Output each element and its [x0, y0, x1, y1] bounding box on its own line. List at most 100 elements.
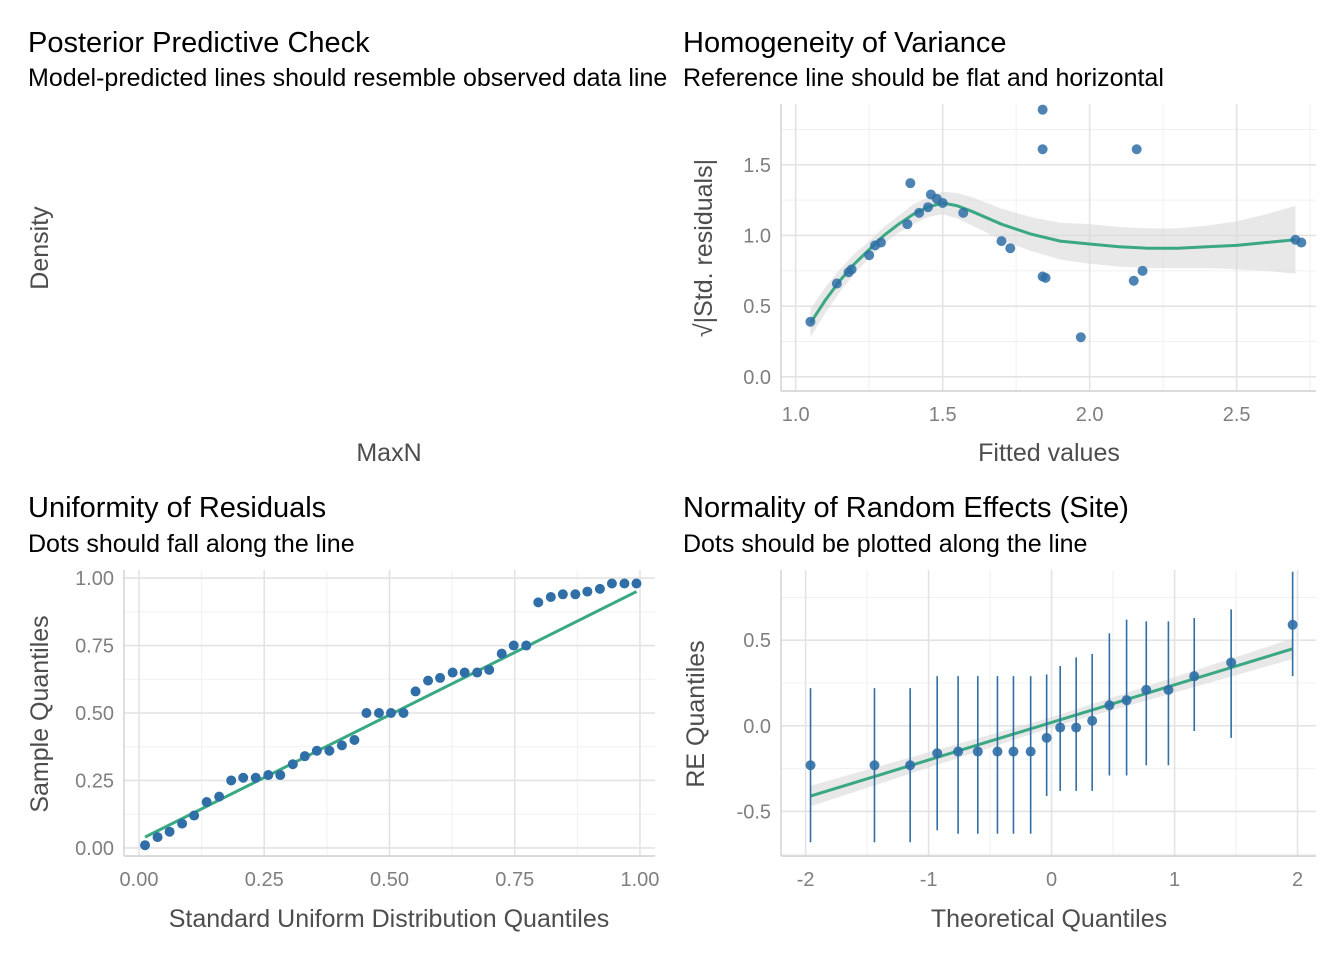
y-tick-label: 0.00: [75, 838, 114, 860]
data-point: [594, 583, 605, 594]
data-point: [472, 667, 483, 678]
data-point: [937, 197, 948, 208]
confidence-band: [810, 191, 1296, 338]
data-point: [373, 708, 384, 718]
data-point: [545, 591, 556, 602]
plot-area: 1.0 1.5 2.0 2.5 0.0 0.5 1.0 1.5: [743, 104, 1316, 426]
data-point: [1025, 746, 1036, 757]
data-point: [140, 840, 151, 851]
data-point: [361, 708, 372, 718]
y-tick-label: 0.5: [743, 296, 771, 318]
data-point: [1005, 243, 1016, 254]
data-point: [299, 751, 310, 762]
data-point: [1055, 722, 1066, 733]
data-point: [1128, 275, 1139, 286]
data-point: [805, 316, 816, 327]
data-point: [805, 760, 816, 771]
data-point: [1104, 700, 1115, 711]
panel-title: Normality of Random Effects (Site): [683, 492, 1129, 524]
y-tick-label: -0.5: [737, 801, 771, 823]
y-tick-label: 0.5: [743, 630, 771, 652]
data-point: [922, 202, 933, 213]
y-tick-label: 0.0: [743, 716, 771, 738]
plot-area: 0.00 0.25 0.50 0.75 1.00 0.00 0.25 0.50 0.75 1.00: [75, 568, 659, 891]
data-point: [914, 207, 925, 218]
data-point: [177, 818, 188, 829]
x-tick-label: 0.00: [120, 869, 159, 891]
data-point: [398, 708, 409, 718]
data-point: [521, 640, 532, 651]
data-point: [324, 745, 335, 756]
panel-subtitle: Model-predicted lines should resemble ob…: [28, 64, 667, 92]
x-tick-label: -1: [920, 869, 938, 891]
y-axis-title: Sample Quantiles: [26, 615, 54, 812]
data-point: [1189, 671, 1200, 682]
data-point: [496, 648, 507, 659]
data-point: [1163, 684, 1174, 695]
data-point: [533, 597, 544, 608]
y-tick-label: 0.50: [75, 703, 114, 725]
data-point: [189, 810, 200, 821]
data-point: [1226, 657, 1237, 668]
data-point: [508, 640, 519, 651]
data-point: [619, 578, 630, 589]
y-axis-title: RE Quantiles: [682, 640, 710, 787]
data-point: [336, 740, 347, 751]
y-tick-label: 1.0: [743, 225, 771, 247]
y-axis-title: √|Std. residuals|: [690, 159, 718, 337]
data-point: [287, 759, 298, 770]
data-point: [164, 826, 175, 837]
data-point: [226, 775, 237, 786]
panel-subtitle: Reference line should be flat and horizo…: [683, 64, 1164, 92]
y-tick-label: 0.25: [75, 770, 114, 792]
data-point: [459, 667, 470, 678]
data-point: [831, 278, 842, 289]
data-point: [972, 746, 983, 757]
data-point: [606, 578, 617, 589]
data-point: [410, 686, 421, 697]
data-point: [1121, 695, 1132, 706]
data-point: [275, 770, 286, 781]
data-point: [875, 237, 886, 248]
panel-title: Homogeneity of Variance: [683, 27, 1006, 59]
panel-posterior-predictive-check: Posterior Predictive Check Model-predict…: [26, 27, 667, 467]
data-point: [582, 586, 593, 597]
x-tick-label: 0.75: [495, 869, 534, 891]
data-point: [1075, 332, 1086, 343]
x-tick-label: 1.00: [621, 869, 660, 891]
data-point: [570, 589, 581, 600]
data-point: [953, 746, 964, 757]
y-axis-title: Density: [26, 206, 54, 290]
x-tick-label: 1: [1169, 869, 1180, 891]
x-tick-label: 1.0: [782, 404, 810, 426]
data-point: [932, 748, 943, 759]
x-tick-label: 0.50: [370, 869, 409, 891]
data-point: [263, 770, 274, 781]
x-tick-label: 2.0: [1076, 404, 1104, 426]
x-tick-label: -2: [797, 869, 815, 891]
data-point: [1008, 746, 1019, 757]
data-point: [1041, 732, 1052, 743]
data-point: [1141, 684, 1152, 695]
y-tick-label: 1.5: [743, 155, 771, 177]
x-tick-label: 1.5: [929, 404, 957, 426]
data-point: [423, 675, 434, 686]
panel-title: Uniformity of Residuals: [28, 492, 326, 524]
data-point: [1287, 619, 1298, 630]
x-tick-label: 2: [1292, 869, 1303, 891]
data-point: [386, 708, 397, 718]
x-tick-label: 0.25: [245, 869, 284, 891]
data-point: [1087, 715, 1098, 726]
data-point: [1037, 104, 1048, 115]
data-point: [250, 772, 261, 783]
panel-title: Posterior Predictive Check: [28, 27, 370, 59]
data-point: [311, 745, 322, 756]
data-point: [902, 219, 913, 230]
data-point: [214, 791, 225, 802]
data-point: [1071, 722, 1082, 733]
y-tick-label: 1.00: [75, 568, 114, 590]
panel-subtitle: Dots should fall along the line: [28, 530, 355, 558]
data-point: [1131, 144, 1142, 155]
reference-line: [810, 647, 1294, 798]
data-point: [958, 207, 969, 218]
